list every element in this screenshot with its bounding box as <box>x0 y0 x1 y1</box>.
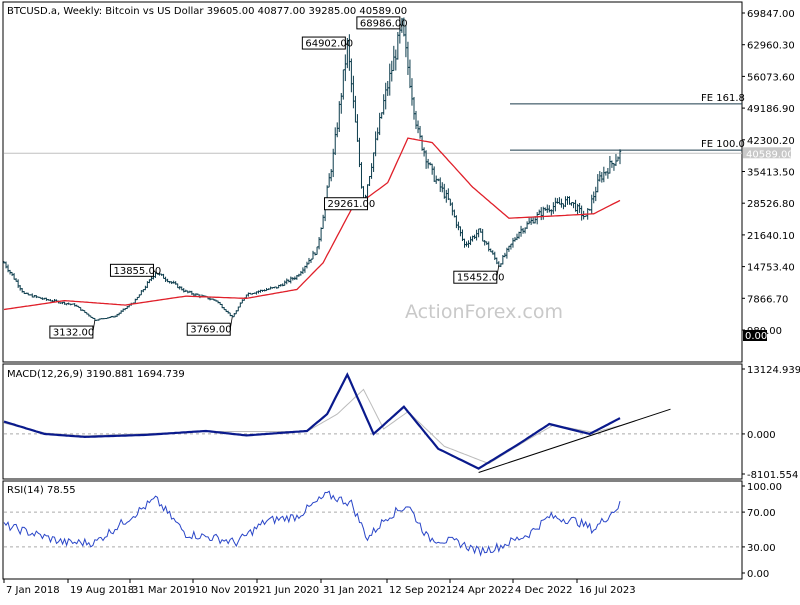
callout-label: 3132.00 <box>53 328 94 339</box>
rsi-axis-label: 30.00 <box>747 543 776 554</box>
rsi-axis-label: 100.00 <box>747 482 782 493</box>
price-axis-label: 35413.50 <box>747 168 795 179</box>
price-axis-label: 49186.90 <box>747 104 795 115</box>
macd-axis-label: 13124.939 <box>747 365 800 376</box>
x-axis-label: 31 Jan 2021 <box>323 585 383 596</box>
x-axis-label: 7 Jan 2018 <box>6 585 60 596</box>
callout-label: 64902.00 <box>305 39 353 50</box>
x-axis-label: 10 Nov 2019 <box>195 585 259 596</box>
callout-label: 3769.00 <box>190 325 231 336</box>
price-axis-label: 28526.80 <box>747 199 795 210</box>
watermark: ActionForex.com <box>405 301 563 323</box>
x-axis-label: 19 Aug 2018 <box>70 585 134 596</box>
price-axis-label: 42300.20 <box>747 136 795 147</box>
price-axis-label: 56073.60 <box>747 72 795 83</box>
price-axis-label: 7866.70 <box>747 294 788 305</box>
x-axis-label: 16 Jul 2023 <box>579 585 636 596</box>
price-axis-label: 21640.10 <box>747 231 795 242</box>
callout-label: 15452.00 <box>457 273 505 284</box>
x-axis-label: 24 Apr 2022 <box>452 585 514 596</box>
macd-axis-label: 0.000 <box>747 430 776 441</box>
callout-label: 68986.00 <box>360 18 408 29</box>
rsi-title: RSI(14) 78.55 <box>7 485 76 496</box>
price-axis-label: 62960.30 <box>747 41 795 52</box>
callout-label: 13855.00 <box>113 266 161 277</box>
price-callout: 64902.00 <box>302 37 353 50</box>
x-axis-label: 21 Jun 2020 <box>259 585 319 596</box>
callout-label: 29261.00 <box>328 199 376 210</box>
price-axis-label: 69847.00 <box>747 9 795 20</box>
zero-price-label: 0.00 <box>745 331 767 342</box>
price-axis-label: 14753.40 <box>747 263 795 274</box>
rsi-axis-label: 0.00 <box>747 569 769 580</box>
price-callout: 68986.00 <box>357 17 408 30</box>
x-axis-label: 4 Dec 2022 <box>515 585 573 596</box>
x-axis-label: 12 Sep 2021 <box>389 585 452 596</box>
current-price-label: 40589.00 <box>746 149 794 160</box>
price-callout: 13855.00 <box>110 264 161 277</box>
fe-level-label: FE 161.8 <box>701 93 745 104</box>
price-callout: 29261.00 <box>325 198 376 211</box>
x-axis-label: 31 Mar 2019 <box>132 585 195 596</box>
macd-title: MACD(12,26,9) 3190.881 1694.739 <box>7 369 185 380</box>
symbol-header: BTCUSD.a, Weekly: Bitcoin vs US Dollar 3… <box>7 6 407 17</box>
fe-level-label: FE 100.0 <box>701 139 745 150</box>
macd-axis-label: -8101.554 <box>747 470 798 481</box>
rsi-axis-label: 70.00 <box>747 508 776 519</box>
